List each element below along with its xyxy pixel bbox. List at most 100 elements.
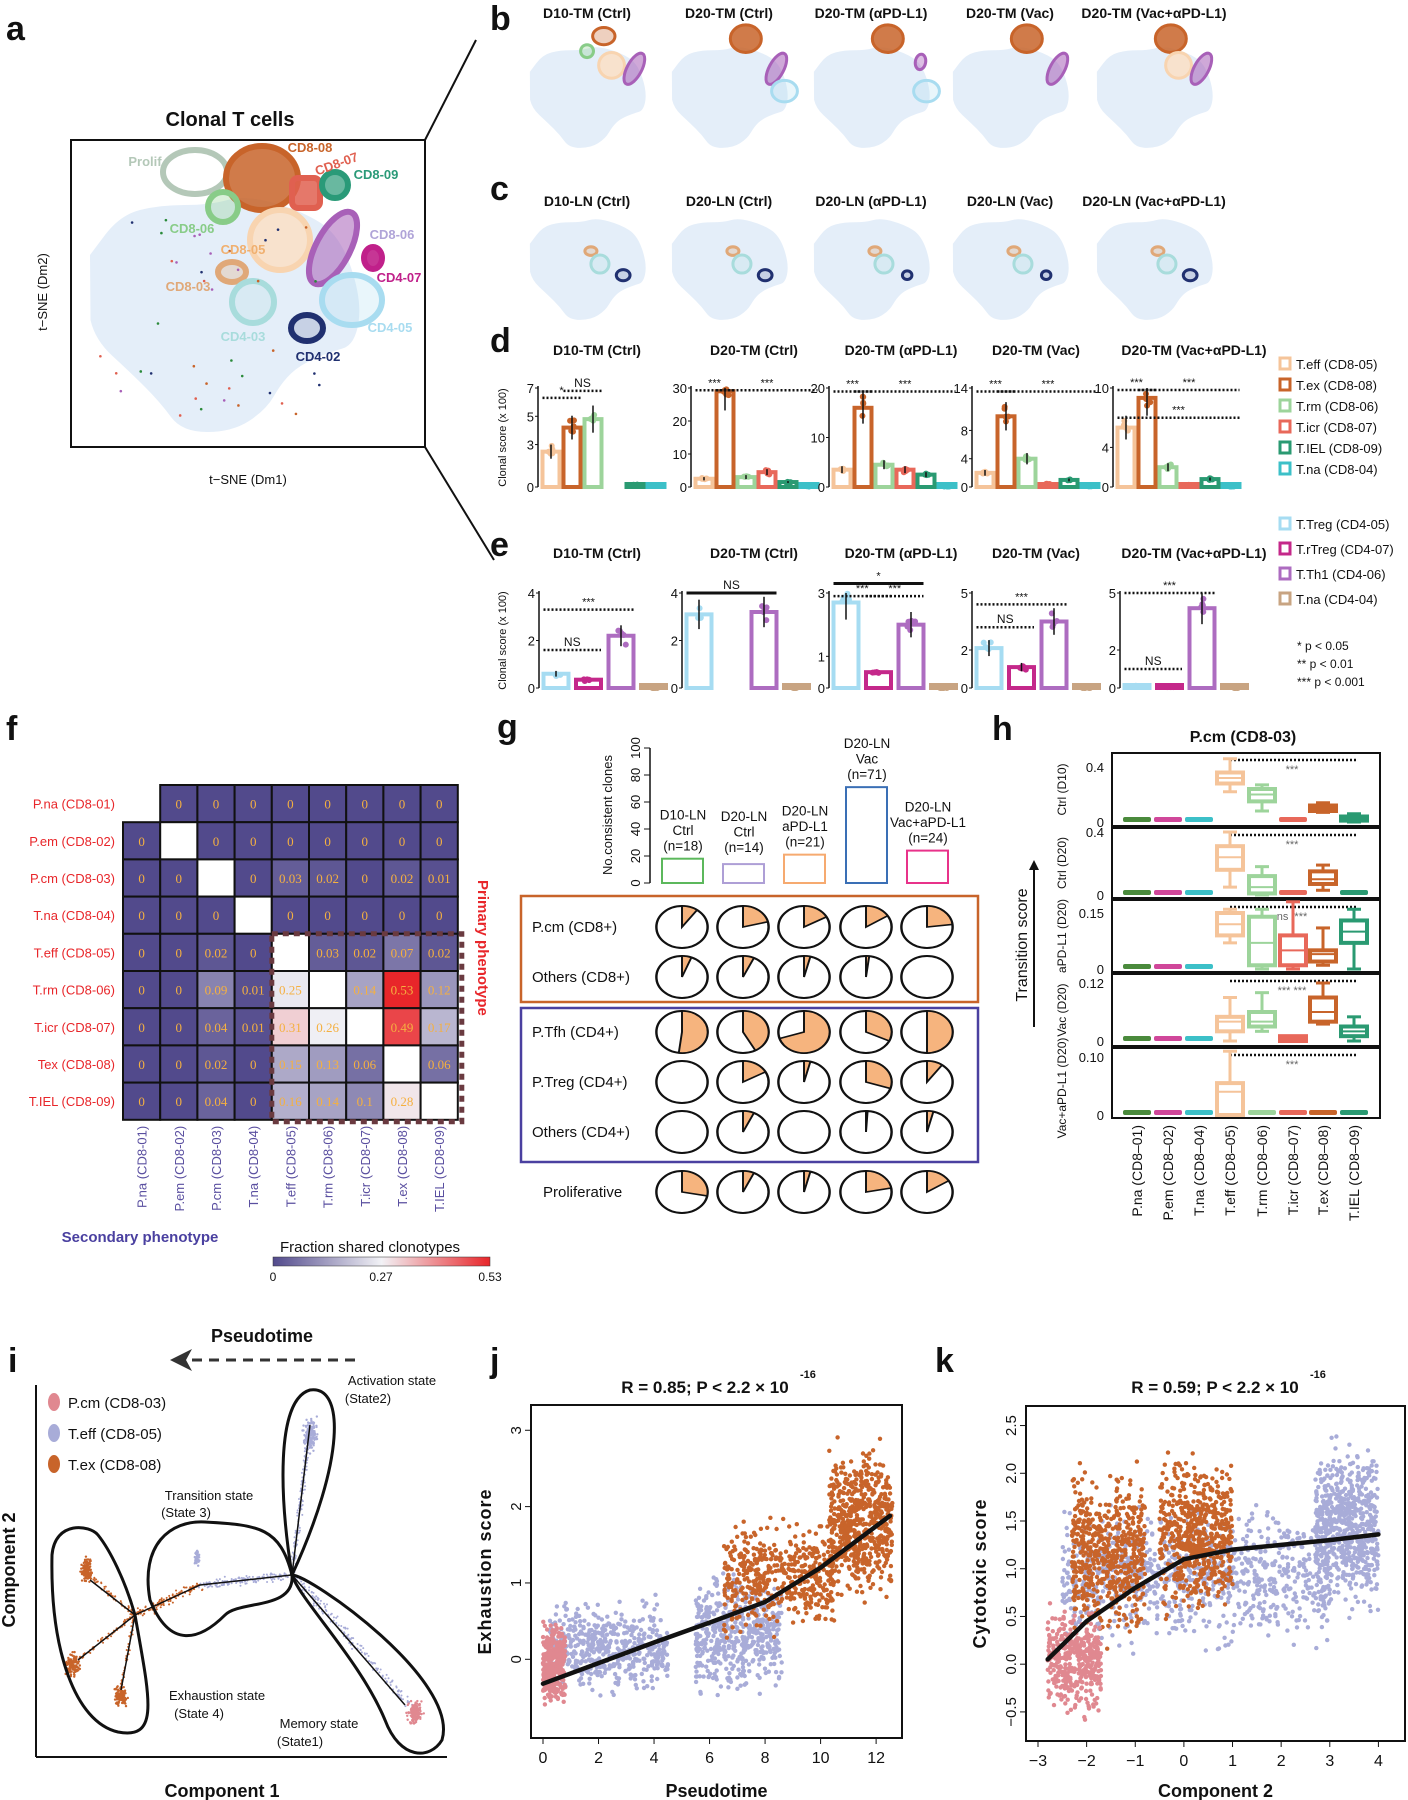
replicate-dot <box>938 685 945 691</box>
scatter-point <box>541 1619 546 1625</box>
scatter-point <box>866 1471 871 1476</box>
scatter-point <box>587 1676 592 1682</box>
box-flat <box>1123 890 1151 895</box>
cell-point <box>302 1459 305 1462</box>
cell-point <box>416 1699 419 1703</box>
condition-title: D10-LN (Ctrl) <box>544 193 630 209</box>
cell-point <box>312 1591 315 1594</box>
pie-chart <box>655 1170 709 1214</box>
replicate-dot <box>763 617 770 624</box>
cell-point <box>158 1600 161 1603</box>
exhaustion-state-outline <box>50 1526 150 1735</box>
scatter-point <box>750 1590 755 1596</box>
scatter-point <box>619 1612 624 1617</box>
box-flat <box>1123 817 1151 822</box>
scatter-point <box>613 1610 618 1616</box>
cell-point <box>114 1687 118 1691</box>
group-label: D20-LN <box>905 800 952 815</box>
scatter-point <box>834 1564 839 1569</box>
cell-point <box>385 1673 388 1676</box>
cell-point <box>80 1567 83 1570</box>
scatter-point <box>735 1534 740 1540</box>
category-label: T.na (CD8–04) <box>1191 1125 1207 1216</box>
scatter-point <box>654 1662 660 1668</box>
scatter-point <box>810 1583 816 1588</box>
y-tick-label: 2 <box>528 634 535 649</box>
scatter-point <box>758 1623 763 1628</box>
cell-point <box>175 1592 178 1595</box>
cell-point <box>313 1596 316 1599</box>
cell-point <box>296 1514 299 1517</box>
colorbar-title: Fraction shared clonotypes <box>280 1239 460 1256</box>
cell-point <box>223 1575 226 1578</box>
cell-point <box>296 1509 299 1512</box>
cell-point <box>273 1573 276 1576</box>
heatmap-value: 0.02 <box>316 871 339 886</box>
scatter-point <box>749 1635 755 1640</box>
y-tick-label: 4 <box>671 586 678 601</box>
scatter-point <box>804 1555 809 1560</box>
scatter-point <box>736 1639 741 1644</box>
scatter-point <box>641 1679 646 1684</box>
cell-point <box>304 1425 308 1428</box>
tsne-cell-dot <box>170 259 174 263</box>
scatter-point <box>763 1613 769 1618</box>
condition-title: D20-TM (Ctrl) <box>710 545 798 561</box>
scatter-point <box>854 1522 859 1528</box>
cell-point <box>215 1585 218 1588</box>
significance-label: *** *** <box>1278 985 1307 997</box>
scatter-point <box>555 1696 561 1702</box>
cell-point <box>365 1652 368 1655</box>
cell-point <box>143 1612 146 1615</box>
tsne-cell-dot <box>175 261 178 264</box>
replicate-dot <box>786 479 793 486</box>
replicate-dot <box>871 669 878 676</box>
cell-point <box>315 1604 318 1607</box>
panel-letter-d: d <box>490 322 511 360</box>
legend-label: P.cm (CD8-03) <box>68 1395 166 1412</box>
scatter-point <box>860 1451 866 1456</box>
cell-point <box>265 1573 268 1576</box>
cell-point <box>126 1696 129 1700</box>
cell-point <box>303 1481 306 1484</box>
tsne-cell-dot <box>240 374 244 378</box>
scatter-point <box>843 1481 849 1486</box>
cell-point <box>165 1596 168 1599</box>
heatmap-cell-diagonal <box>233 895 273 935</box>
cluster-label: CD8-05 <box>221 242 266 257</box>
heatmap-cell <box>382 1007 422 1047</box>
scatter-point <box>843 1471 848 1477</box>
y-tick-label: 0 <box>818 480 825 495</box>
cell-point <box>68 1661 72 1664</box>
cell-point <box>221 1584 224 1587</box>
group-label: D10-LN <box>660 808 707 823</box>
cell-point <box>404 1705 407 1708</box>
cell-point <box>89 1571 93 1575</box>
scatter-point <box>650 1685 655 1691</box>
pie-slice <box>681 955 693 978</box>
cell-point <box>239 1584 242 1587</box>
heatmap-value: 0.06 <box>428 1057 451 1072</box>
cell-point <box>301 1500 304 1503</box>
cell-point <box>168 1603 171 1606</box>
category-label: T.rm (CD8–06) <box>1254 1125 1270 1217</box>
tsne-cell-dot <box>205 382 208 385</box>
scatter-point <box>772 1661 777 1667</box>
box-flat <box>1340 890 1368 895</box>
replicate-dot <box>980 639 987 646</box>
cell-point <box>364 1653 367 1656</box>
scatter-point <box>827 1448 832 1454</box>
scatter-point <box>839 1470 844 1475</box>
scatter-point <box>649 1646 654 1651</box>
scatter-point <box>762 1666 768 1671</box>
scatter-point <box>652 1623 657 1628</box>
heatmap-value: 0.04 <box>205 1094 228 1109</box>
cell-point <box>323 1602 326 1605</box>
tsne-thumbnail <box>1096 219 1213 320</box>
cell-point <box>415 1718 418 1721</box>
scatter-point <box>834 1532 839 1538</box>
scatter-point <box>716 1659 721 1664</box>
heatmap-cell <box>382 821 422 861</box>
scatter-point <box>585 1605 591 1610</box>
condition-title: D20-TM (Vac) <box>966 5 1054 21</box>
